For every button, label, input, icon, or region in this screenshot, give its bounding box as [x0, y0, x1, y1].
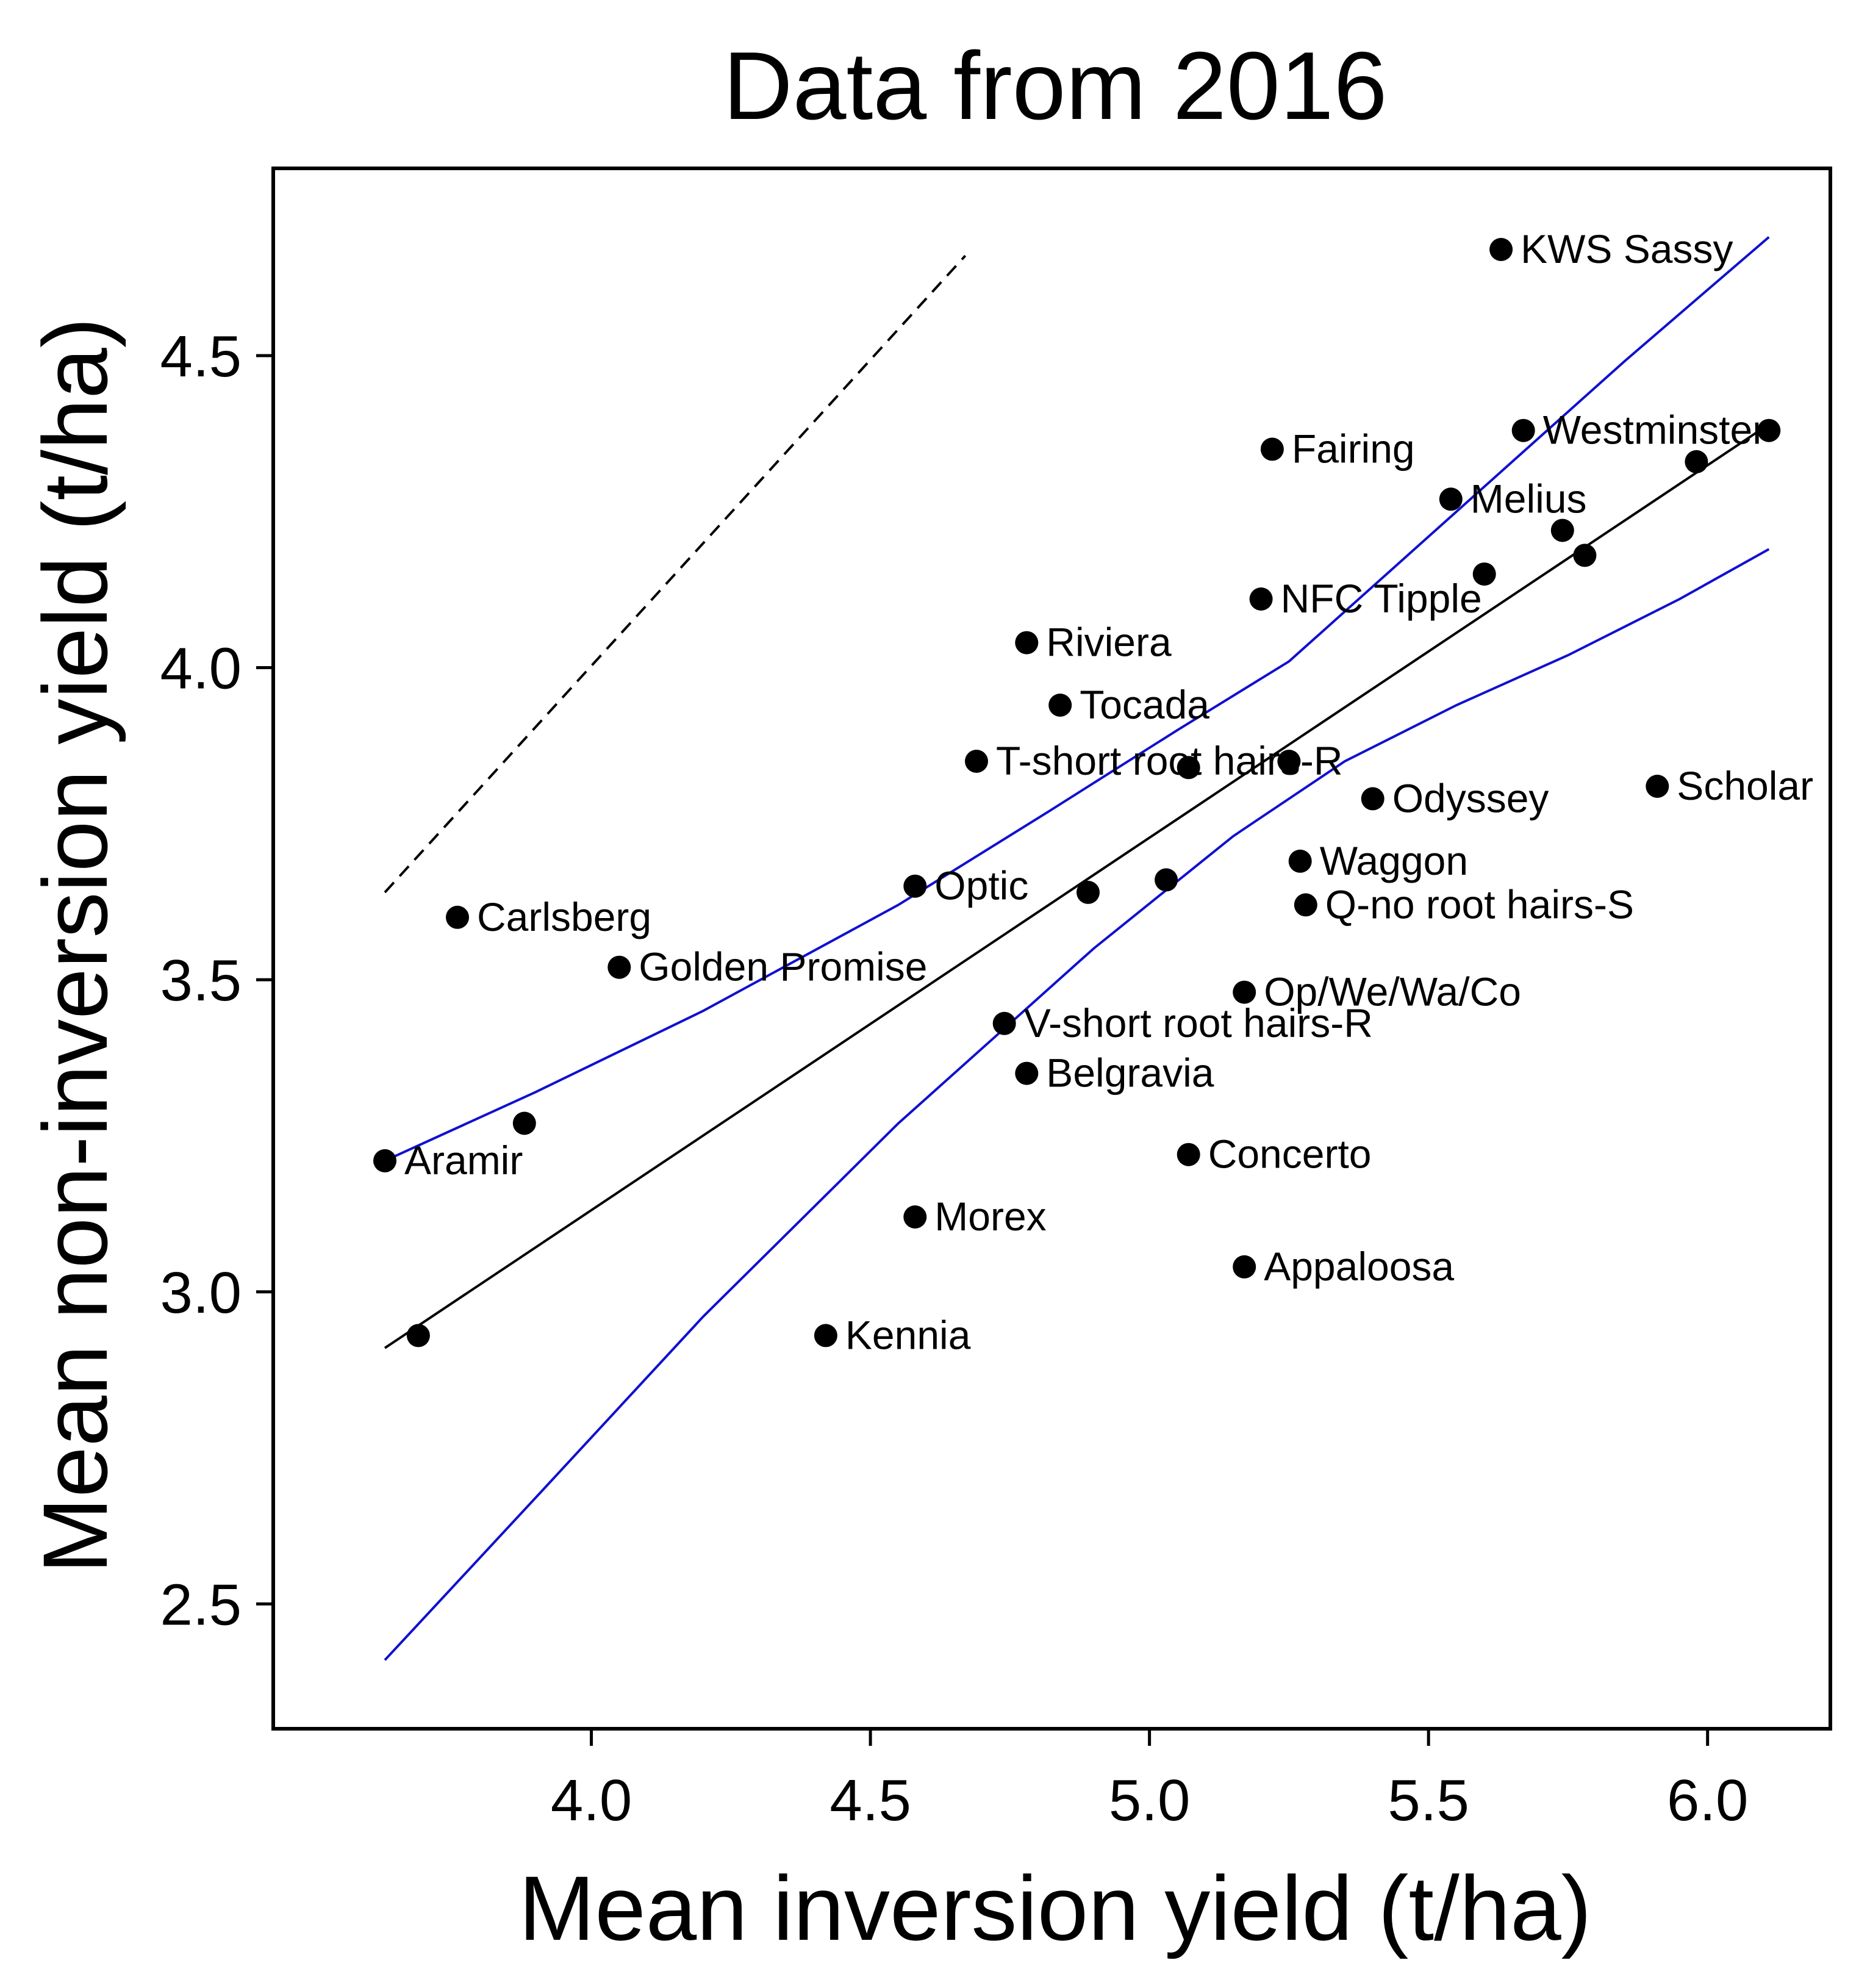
x-tick-label: 4.5 — [829, 1768, 911, 1833]
x-axis-title: Mean inversion yield (t/ha) — [518, 1857, 1591, 1959]
point-label: Waggon — [1320, 838, 1468, 883]
data-point — [1294, 893, 1317, 917]
y-tick-label: 3.0 — [160, 1260, 242, 1326]
data-point — [1048, 694, 1072, 717]
data-point — [1757, 418, 1781, 442]
point-label: Fairing — [1292, 426, 1415, 471]
data-point — [1573, 544, 1597, 567]
point-label: Scholar — [1677, 763, 1813, 808]
data-point — [903, 874, 927, 898]
data-point — [965, 750, 988, 773]
point-label: Op/We/Wa/Co — [1264, 969, 1521, 1014]
point-label: Aramir — [404, 1138, 523, 1183]
confidence-upper-line — [384, 236, 1770, 1162]
point-label: Odyssey — [1392, 775, 1549, 820]
data-point — [903, 1205, 927, 1229]
data-point — [1177, 756, 1200, 780]
data-point — [1249, 587, 1273, 611]
data-point — [1361, 787, 1385, 811]
x-tick-label: 6.0 — [1667, 1768, 1748, 1833]
point-label: Melius — [1471, 476, 1587, 521]
chart-title: Data from 2016 — [723, 32, 1387, 140]
confidence-lower-line — [384, 548, 1770, 1661]
plot-area: KWS Sassy Westminster Fairing Melius NFC Tip… — [373, 226, 1813, 1661]
data-point — [1439, 487, 1463, 511]
data-point — [1288, 849, 1312, 873]
data-point — [1646, 775, 1669, 798]
reference-line — [384, 254, 967, 894]
plot-frame — [271, 167, 1832, 1731]
data-point — [1685, 450, 1708, 473]
data-point — [814, 1324, 837, 1347]
data-point — [512, 1111, 536, 1135]
point-label: NFC Tipple — [1281, 576, 1482, 621]
data-point — [1472, 562, 1496, 586]
data-point — [1489, 238, 1513, 261]
point-label: Kennia — [845, 1312, 971, 1357]
y-tick-label: 2.5 — [160, 1572, 242, 1637]
data-point — [1177, 1143, 1200, 1166]
point-label: KWS Sassy — [1521, 226, 1733, 271]
data-point — [1233, 980, 1256, 1004]
data-point — [1277, 750, 1301, 773]
y-tick-label: 4.5 — [160, 324, 242, 389]
data-point — [406, 1324, 430, 1347]
x-tick-label: 4.0 — [551, 1768, 632, 1833]
data-point — [446, 905, 469, 929]
point-label: Morex — [934, 1194, 1046, 1239]
x-tick-label: 5.0 — [1109, 1768, 1190, 1833]
y-axis: 2.5 3.0 3.5 4.0 4.5 — [160, 324, 273, 1637]
point-label: Tocada — [1080, 682, 1209, 727]
point-label: Riviera — [1046, 620, 1172, 665]
point-label: Golden Promise — [639, 944, 927, 989]
point-label: Q-no root hairs-S — [1325, 881, 1634, 927]
y-axis-title: Mean non-inversion yield (t/ha) — [24, 317, 126, 1573]
point-label: Carlsberg — [477, 894, 651, 939]
data-point — [1260, 437, 1284, 461]
data-point — [1511, 418, 1535, 442]
data-point — [607, 955, 631, 979]
y-tick-label: 3.5 — [160, 948, 242, 1013]
data-point — [1550, 519, 1574, 542]
point-label: Concerto — [1208, 1132, 1372, 1177]
point-label: Appaloosa — [1264, 1244, 1454, 1289]
data-point — [1015, 1061, 1039, 1085]
data-point — [1155, 868, 1178, 892]
point-label: V-short root hairs-R — [1024, 1000, 1373, 1046]
data-point — [1015, 631, 1039, 655]
point-label: Westminster — [1543, 407, 1766, 453]
x-tick-label: 5.5 — [1388, 1768, 1469, 1833]
data-point — [992, 1011, 1016, 1035]
fit-line — [384, 423, 1770, 1349]
x-axis: 4.0 4.5 5.0 5.5 6.0 — [551, 1729, 1748, 1833]
data-point — [1077, 880, 1100, 904]
point-label: Optic — [934, 863, 1028, 908]
data-point — [1233, 1255, 1256, 1279]
data-point — [373, 1149, 396, 1172]
point-label: Belgravia — [1046, 1050, 1214, 1096]
y-tick-label: 4.0 — [160, 636, 242, 702]
